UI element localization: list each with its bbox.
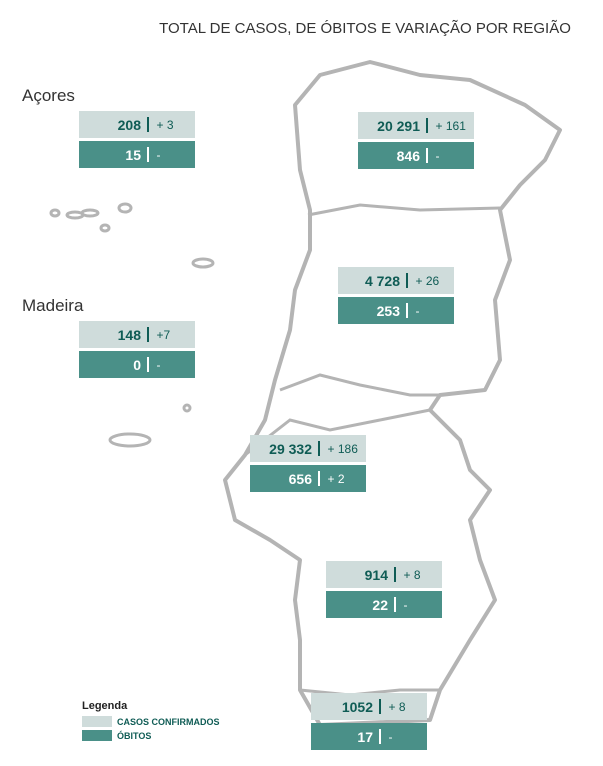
separator [147,327,149,342]
legend-item: ÓBITOS [82,730,220,741]
change: + 161 [435,118,466,133]
value: 846 [396,147,420,164]
separator [147,357,149,372]
change: + 3 [156,117,174,132]
deaths-box: 253- [338,297,454,324]
change: - [435,148,440,163]
cases-box: 208 + 3 [79,111,195,138]
legend: Legenda CASOS CONFIRMADOS ÓBITOS [82,700,220,744]
value: 208 [117,116,141,133]
swatch [82,730,112,741]
cases-box: 4 728 + 26 [338,267,454,294]
separator [379,699,381,714]
deaths-box: 656 + 2 [250,465,366,492]
value: 4 728 [364,272,400,289]
value: 0 [133,356,141,373]
separator [426,148,428,163]
cases-box: 148 +7 [79,321,195,348]
swatch [82,716,112,727]
cases-box: 914 + 8 [326,561,442,588]
region-name: Açores [22,86,75,105]
region-name: Madeira [22,296,84,315]
change: + 26 [415,273,440,288]
legend-title: Legenda [82,700,128,712]
cases-box: 20 291 + 161 [358,112,474,139]
value: 914 [364,566,388,583]
legend-item: CASOS CONFIRMADOS [82,716,220,727]
change: - [415,303,420,318]
value: 148 [117,326,141,343]
value: 17 [357,728,373,745]
separator [318,441,320,456]
deaths-box: 17- [311,723,427,750]
legend-label: ÓBITOS [117,730,152,741]
mainland [223,60,562,727]
deaths-box: 846- [358,142,474,169]
change: + 8 [403,567,421,582]
separator [394,597,396,612]
separator [394,567,396,582]
value: 15 [125,146,141,163]
deaths-box: 22- [326,591,442,618]
islands [49,202,215,448]
value: 253 [376,302,400,319]
separator [426,118,428,133]
separator [379,729,381,744]
deaths-box: 15- [79,141,195,168]
value: 20 291 [377,117,420,134]
separator [147,147,149,162]
value: 656 [288,470,312,487]
change: + 186 [327,441,358,456]
change: + 2 [327,471,345,486]
change: - [156,147,161,162]
separator [406,303,408,318]
value: 1052 [341,698,373,715]
change: +7 [156,327,171,342]
legend-label: CASOS CONFIRMADOS [117,716,220,727]
region-borders [244,203,501,697]
cases-box: 29 332 + 186 [250,435,366,462]
change: + 8 [388,699,406,714]
separator [406,273,408,288]
deaths-box: 0- [79,351,195,378]
cases-box: 1052 + 8 [311,693,427,720]
value: 22 [372,596,388,613]
change: - [388,729,393,744]
title: TOTAL DE CASOS, DE ÓBITOS E VARIAÇÃO POR… [159,20,571,37]
change: - [403,597,408,612]
separator [318,471,320,486]
value: 29 332 [269,440,312,457]
separator [147,117,149,132]
change: - [156,357,161,372]
